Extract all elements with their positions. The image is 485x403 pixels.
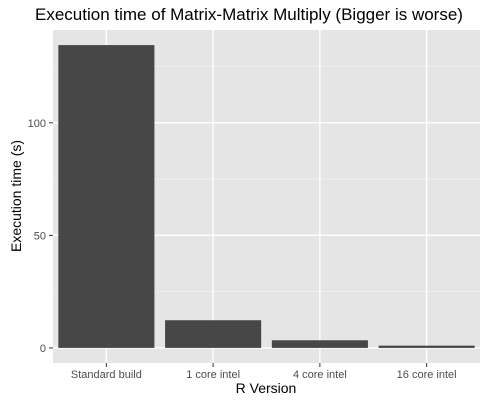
y-axis-label: Execution time (s) (8, 140, 24, 252)
x-axis-label: R Version (236, 380, 297, 396)
x-tick-label: 16 core intel (397, 369, 457, 381)
bar (165, 320, 262, 348)
bars (58, 45, 475, 348)
chart-title: Execution time of Matrix-Matrix Multiply… (35, 5, 463, 24)
bar (58, 45, 155, 348)
x-tick-label: 4 core intel (293, 369, 347, 381)
bar (378, 345, 475, 348)
y-tick-label: 50 (34, 230, 46, 242)
x-axis: Standard build 1 core intel 4 core intel 16… (71, 363, 457, 381)
bar (271, 340, 368, 348)
x-tick-label: 1 core intel (186, 369, 240, 381)
y-axis: 0 50 100 (28, 118, 53, 355)
y-tick-label: 0 (40, 343, 46, 355)
y-tick-label: 100 (28, 118, 46, 130)
x-tick-label: Standard build (71, 369, 142, 381)
